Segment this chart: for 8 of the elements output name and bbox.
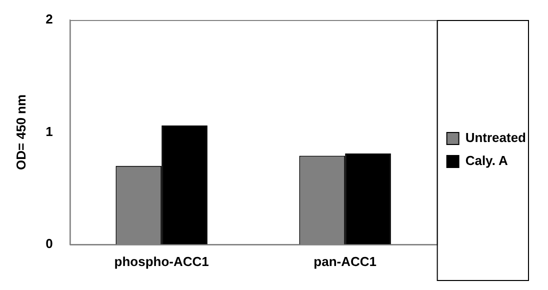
- legend-label: Untreated: [465, 130, 526, 146]
- y-tick-label: 2: [46, 12, 53, 27]
- y-tick-label: 1: [46, 124, 53, 139]
- x-tick-label: pan-ACC1: [314, 254, 376, 269]
- y-tick-label: 0: [46, 236, 53, 251]
- legend-label: Caly. A: [465, 153, 509, 168]
- y-axis-title: OD= 450 nm: [13, 94, 28, 170]
- x-tick-label: phospho-ACC1: [114, 254, 209, 269]
